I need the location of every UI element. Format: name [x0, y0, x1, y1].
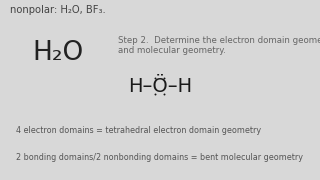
Text: H₂O: H₂O [32, 40, 83, 66]
Text: H–Ö–H: H–Ö–H [128, 77, 192, 96]
Text: 2 bonding domains/2 nonbonding domains = bent molecular geometry: 2 bonding domains/2 nonbonding domains =… [16, 153, 303, 162]
Text: nonpolar: H₂O, BF₃.: nonpolar: H₂O, BF₃. [10, 5, 105, 15]
Text: 4 electron domains = tetrahedral electron domain geometry: 4 electron domains = tetrahedral electro… [16, 126, 261, 135]
Text: Step 2.  Determine the electron domain geometry
and molecular geometry.: Step 2. Determine the electron domain ge… [118, 36, 320, 55]
